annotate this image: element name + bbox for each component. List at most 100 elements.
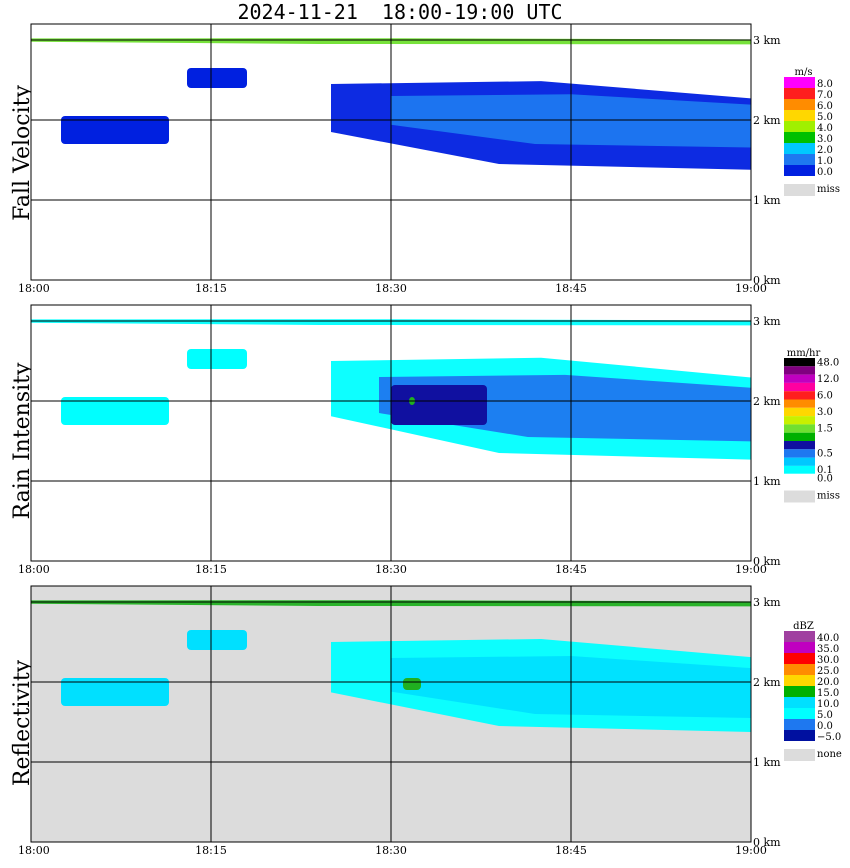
fall_velocity-frame	[30, 23, 752, 281]
reflectivity-legend-label-4: 20.0	[817, 677, 839, 688]
rain_intensity-legend-swatch-7	[784, 416, 815, 425]
rain_intensity-legend-swatch-13	[784, 465, 815, 475]
rain_intensity-legend-swatch-14	[783, 473, 816, 484]
rain_intensity-legend-label-11: 0.5	[817, 449, 833, 460]
rain_intensity-legend-label-6: 3.0	[817, 407, 833, 418]
rain_intensity-legend-swatch-4	[784, 391, 815, 400]
reflectivity-legend-label-9: −5.0	[817, 732, 841, 743]
rain_intensity-legend-swatch-2	[784, 374, 815, 383]
rain_intensity-xtick-0: 18:00	[18, 563, 50, 576]
rain_intensity-echo-2	[187, 349, 247, 369]
fall_velocity-legend-label-2: 6.0	[817, 101, 833, 112]
reflectivity-legend-label-7: 5.0	[817, 710, 833, 721]
fall_velocity-legend-swatch-3	[784, 110, 815, 121]
rain_intensity-legend-swatch-8	[784, 424, 815, 433]
fall_velocity-legend-label-3: 5.0	[817, 112, 833, 123]
reflectivity-legend-swatch-1	[784, 642, 815, 653]
rain_intensity-legend-swatch-6	[784, 407, 815, 417]
rain_intensity-legend-label-0: 48.0	[817, 357, 839, 368]
fall_velocity-echo-2	[187, 68, 247, 88]
rain_intensity-legend-label-2: 12.0	[817, 374, 839, 385]
fall_velocity-legend-swatch-0	[784, 77, 815, 88]
fall_velocity-xtick-1: 18:15	[195, 282, 227, 295]
reflectivity-legend-swatch-4	[784, 675, 815, 686]
fall_velocity-xtick-3: 18:45	[555, 282, 587, 295]
reflectivity-ytick-0: 0 km	[753, 836, 781, 849]
reflectivity-legend-swatch-9	[784, 730, 815, 741]
reflectivity-echo-2	[187, 630, 247, 650]
fall_velocity-legend-label-8: 0.0	[817, 167, 833, 178]
rain_intensity-legend-label-13: 0.1	[817, 465, 833, 476]
reflectivity-echo-5	[403, 678, 421, 690]
title-range: 18:00-19:00 UTC	[381, 0, 563, 24]
rain_intensity-echo-5	[391, 385, 487, 425]
reflectivity-legend-swatch-0	[784, 631, 815, 642]
title-date: 2024-11-21	[237, 0, 358, 24]
reflectivity-legend-miss-swatch	[784, 749, 815, 761]
reflectivity-legend-label-6: 10.0	[817, 699, 839, 710]
fall_velocity-legend-label-4: 4.0	[817, 123, 833, 134]
reflectivity-echo-1	[61, 678, 169, 706]
reflectivity-legend-miss-label: none	[817, 749, 842, 760]
fall_velocity-xtick-0: 18:00	[18, 282, 50, 295]
rain_intensity-xtick-4: 19:00	[735, 563, 767, 576]
reflectivity-legend-label-8: 0.0	[817, 721, 833, 732]
rain_intensity-ytick-0: 0 km	[753, 555, 781, 568]
rain_intensity-legend-label-14: 0.0	[817, 474, 833, 485]
rain_intensity-xtick-1: 18:15	[195, 563, 227, 576]
reflectivity-xtick-0: 18:00	[18, 844, 50, 857]
rain_intensity-legend-swatch-5	[784, 399, 815, 408]
fall_velocity-legend-swatch-1	[784, 88, 815, 99]
rain_intensity-legend-label-4: 6.0	[817, 391, 833, 402]
reflectivity-legend-swatch-7	[784, 708, 815, 719]
fall_velocity-legend-swatch-2	[784, 99, 815, 110]
rain_intensity-legend-swatch-12	[784, 457, 815, 466]
reflectivity-ytick-3: 3 km	[753, 596, 781, 609]
reflectivity-xtick-1: 18:15	[195, 844, 227, 857]
fall_velocity-legend-label-5: 3.0	[817, 134, 833, 145]
reflectivity-legend-label-0: 40.0	[817, 633, 839, 644]
rain_intensity-ytick-3: 3 km	[753, 315, 781, 328]
chart-title: 2024-11-21 18:00-19:00 UTC	[0, 0, 800, 24]
rain_intensity-xtick-3: 18:45	[555, 563, 587, 576]
reflectivity-frame	[30, 585, 752, 843]
reflectivity-xtick-3: 18:45	[555, 844, 587, 857]
fall_velocity-legend-label-0: 8.0	[817, 79, 833, 90]
fall_velocity-legend-label-1: 7.0	[817, 90, 833, 101]
fall_velocity-legend-swatch-5	[784, 132, 815, 143]
fall_velocity-legend-swatch-7	[784, 154, 815, 165]
rain_intensity-legend-swatch-3	[784, 382, 815, 392]
fall_velocity-xtick-2: 18:30	[375, 282, 407, 295]
fall_velocity-legend-swatch-4	[784, 121, 815, 132]
fall_velocity-xtick-4: 19:00	[735, 282, 767, 295]
rain_intensity-xtick-2: 18:30	[375, 563, 407, 576]
fall_velocity-legend-label-6: 2.0	[817, 145, 833, 156]
reflectivity-legend-swatch-2	[784, 653, 815, 664]
fall_velocity-ytick-2: 2 km	[753, 114, 781, 127]
rain_intensity-echo-1	[61, 397, 169, 425]
fall_velocity-legend-swatch-8	[784, 165, 815, 176]
reflectivity-legend-label-2: 30.0	[817, 655, 839, 666]
fall_velocity-echo-1	[61, 116, 169, 144]
fall_velocity-ytick-3: 3 km	[753, 34, 781, 47]
reflectivity-xtick-2: 18:30	[375, 844, 407, 857]
reflectivity-legend-label-1: 35.0	[817, 644, 839, 655]
rain_intensity-legend-miss-label: miss	[817, 491, 840, 502]
reflectivity-legend-unit: dBZ	[793, 621, 814, 632]
fall_velocity-legend-unit: m/s	[795, 67, 813, 78]
reflectivity-legend-label-5: 15.0	[817, 688, 839, 699]
rain_intensity-legend-miss-swatch	[784, 490, 815, 503]
rain_intensity-legend-swatch-1	[784, 366, 815, 375]
rain_intensity-legend-swatch-11	[784, 449, 815, 458]
reflectivity-legend-swatch-3	[784, 664, 815, 675]
fall_velocity-legend-swatch-6	[784, 143, 815, 154]
reflectivity-legend-label-3: 25.0	[817, 666, 839, 677]
rain_intensity-legend-unit: mm/hr	[787, 348, 821, 359]
rain_intensity-frame	[30, 304, 752, 562]
fall_velocity-legend-miss-swatch	[784, 184, 815, 196]
rain_intensity-legend-swatch-9	[784, 432, 815, 441]
reflectivity-ytick-1: 1 km	[753, 756, 781, 769]
rain_intensity-ytick-1: 1 km	[753, 475, 781, 488]
reflectivity-xtick-4: 19:00	[735, 844, 767, 857]
